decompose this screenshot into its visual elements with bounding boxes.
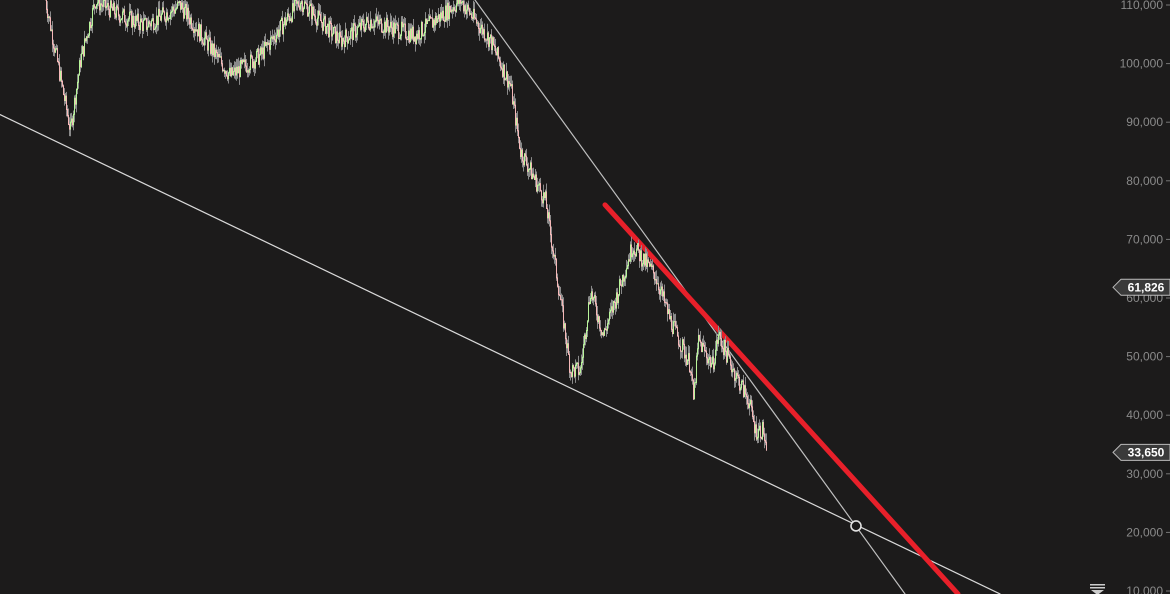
trendline-drawn-resistance[interactable] [602,202,961,594]
y-tick-label: 50,000 [1126,350,1163,364]
y-tick-label: 100,000 [1120,57,1164,71]
y-tick-label: 30,000 [1126,467,1163,481]
y-tick-label: 40,000 [1126,408,1163,422]
y-tick-label: 10,000 [1126,584,1163,594]
price-tag: 61,826 [1112,278,1170,296]
y-tick-label: 90,000 [1126,115,1163,129]
axis-menu-icon[interactable] [1090,584,1105,594]
y-tick-label: 70,000 [1126,232,1163,246]
price-tag-label: 61,826 [1128,280,1165,294]
trendline-lower-support[interactable] [0,113,1001,594]
y-tick-label: 20,000 [1126,525,1163,539]
y-tick-label: 110,000 [1121,0,1164,12]
price-tag-label: 33,650 [1128,445,1165,459]
y-tick-label: 80,000 [1126,174,1163,188]
price-tag: 33,650 [1112,443,1170,461]
intersection-marker[interactable] [850,520,862,532]
